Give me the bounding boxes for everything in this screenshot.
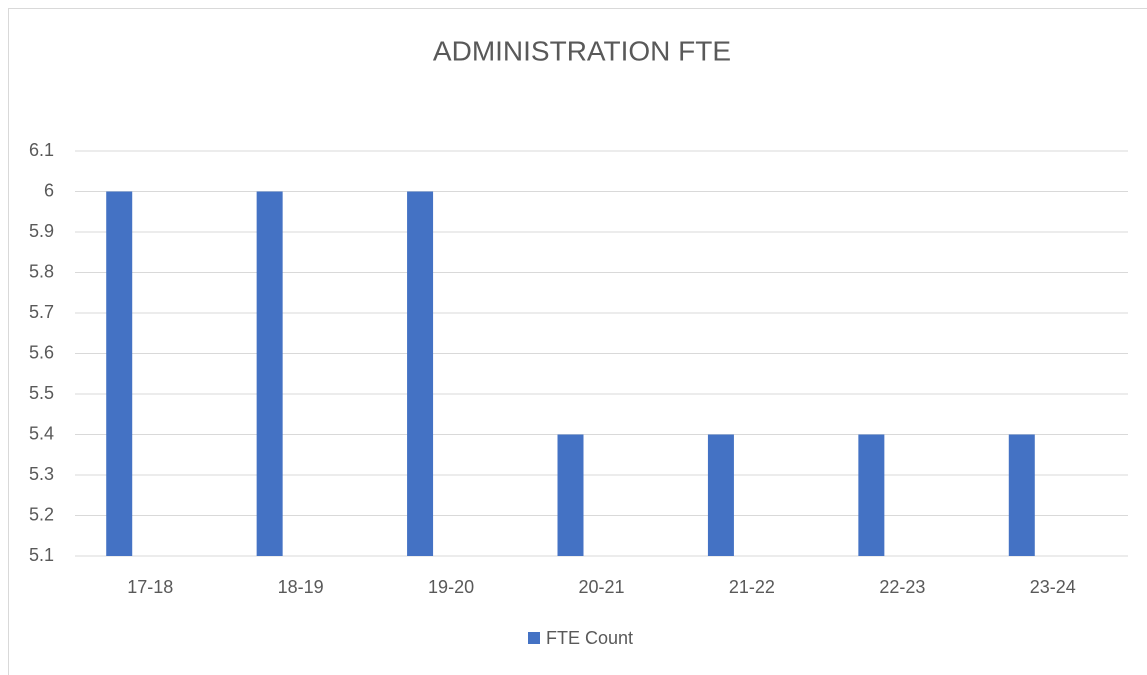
y-tick-label: 5.7: [29, 302, 54, 322]
y-tick-label: 5.9: [29, 221, 54, 241]
x-tick-label: 20-21: [578, 577, 624, 597]
bar: [407, 191, 434, 556]
legend-swatch: [528, 632, 540, 644]
x-tick-label: 23-24: [1030, 577, 1076, 597]
bar: [707, 434, 734, 556]
bar: [557, 434, 584, 556]
chart-frame: [8, 8, 1147, 675]
legend-label: FTE Count: [546, 628, 633, 648]
y-tick-label: 5.4: [29, 423, 54, 443]
x-tick-label: 18-19: [278, 577, 324, 597]
y-tick-label: 5.3: [29, 464, 54, 484]
x-tick-label: 21-22: [729, 577, 775, 597]
bar: [1008, 434, 1035, 556]
y-tick-label: 6: [44, 180, 54, 200]
x-tick-label: 19-20: [428, 577, 474, 597]
y-tick-label: 5.2: [29, 504, 54, 524]
x-tick-label: 17-18: [127, 577, 173, 597]
y-tick-label: 5.1: [29, 545, 54, 565]
chart-title: ADMINISTRATION FTE: [433, 35, 731, 66]
bar: [106, 191, 133, 556]
x-tick-label: 22-23: [879, 577, 925, 597]
y-tick-label: 5.6: [29, 342, 54, 362]
bar: [858, 434, 885, 556]
bar: [256, 191, 283, 556]
y-tick-label: 5.5: [29, 383, 54, 403]
y-tick-label: 5.8: [29, 261, 54, 281]
y-tick-label: 6.1: [29, 140, 54, 160]
